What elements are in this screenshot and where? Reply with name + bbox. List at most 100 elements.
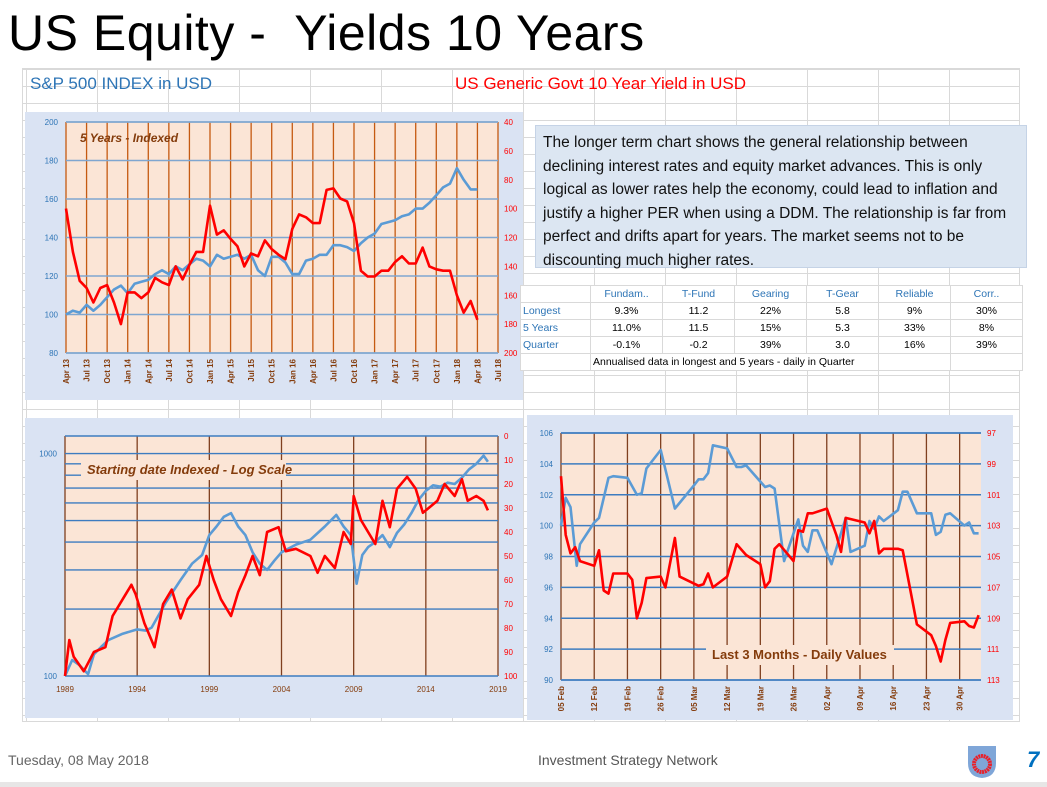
table-cell: 15% [734,319,807,337]
y-right-tick-label: 30 [504,504,513,513]
x-tick-label: 05 Mar [690,686,699,711]
equity-series-line [65,166,478,316]
x-tick-label: 16 Apr [889,686,898,711]
table-cell: -0.2 [662,336,735,354]
row-label: Quarter [520,336,591,354]
y-right-tick-label: 101 [987,491,1001,500]
x-tick-label: Apr 14 [144,358,153,383]
footer-organization: Investment Strategy Network [538,752,718,768]
table-corner [520,285,591,303]
table-cell: 16% [878,336,951,354]
x-tick-label: 26 Feb [657,686,666,711]
y-right-tick-label: 120 [504,234,518,243]
x-tick-label: 1999 [200,685,218,694]
table-cell: -0.1% [590,336,663,354]
x-tick-label: 05 Feb [557,686,566,711]
x-tick-label: 09 Apr [856,686,865,711]
slide-title: US Equity - Yields 10 Years [8,5,645,61]
page-number: 7 [1027,747,1040,772]
x-tick-label: 26 Mar [790,686,799,711]
x-tick-label: Jul 13 [83,358,92,381]
y-right-tick-label: 0 [504,432,509,441]
x-tick-label: Oct 16 [350,358,359,383]
table-cell: 8% [950,319,1023,337]
table-cell [950,353,1023,371]
table-cell: 5.8 [806,302,879,320]
column-header: T-Gear [806,285,879,303]
x-tick-label: 19 Feb [623,686,632,711]
y-right-tick-label: 10 [504,456,513,465]
y-left-tick-label: 106 [540,429,554,438]
y-right-tick-label: 160 [504,291,518,300]
table-cell: 3.0 [806,336,879,354]
footer-date: Tuesday, 08 May 2018 [8,752,149,768]
x-tick-label: Oct 15 [268,358,277,383]
y-left-tick-label: 90 [544,676,553,685]
table-row: Quarter -0.1% -0.2 39% 3.0 16% 39% [520,336,1023,354]
x-tick-label: Apr 18 [473,358,482,383]
x-tick-label: Apr 16 [309,358,318,383]
x-tick-label: 30 Apr [956,686,965,711]
x-tick-label: 12 Mar [723,686,732,711]
table-note-row: Annualised data in longest and 5 years -… [520,353,1023,371]
x-tick-label: Apr 17 [391,358,400,383]
equity-header: S&P 500 INDEX in USD [30,74,213,93]
table-cell: 39% [950,336,1023,354]
row-label: 5 Years [520,319,591,337]
y-left-tick-label: 200 [45,118,59,127]
x-tick-label: Jul 18 [494,358,503,381]
chart-log-scale[interactable]: 1989 1994 1999 2004 2009 2014 2019 100 1000 0 10 20… [25,418,523,718]
table-row: 5 Years 11.0% 11.5 15% 5.3 33% 8% [520,319,1023,337]
table-header-row: Fundam.. T-Fund Gearing T-Gear Reliable … [520,285,1023,303]
y-right-tick-label: 109 [987,614,1001,623]
shield-target-icon [968,746,996,778]
y-right-tick-label: 113 [987,676,1000,685]
y-right-tick-label: 80 [504,624,513,633]
y-left-tick-label: 94 [544,614,553,623]
chart-title: Last 3 Months - Daily Values [712,647,887,662]
y-left-tick-label: 96 [544,583,553,592]
chart-last-3-months[interactable]: 05 Feb 12 Feb 19 Feb 26 Feb 05 Mar 12 Mar 19 M… [527,415,1013,720]
chart-svg: 1989 1994 1999 2004 2009 2014 2019 100 1000 0 10 20… [39,432,518,694]
x-tick-label: Jan 16 [288,358,297,383]
y-left-tick-label: 102 [540,491,554,500]
y-right-tick-label: 180 [504,320,518,329]
y-left-tick-label: 120 [45,272,59,281]
x-tick-label: 23 Apr [922,686,931,711]
table-note: Annualised data in longest and 5 years -… [590,353,879,371]
table-cell: 22% [734,302,807,320]
equity-series-line [559,443,979,568]
y-left-tick-label: 160 [45,195,59,204]
table-cell [878,353,951,371]
y-right-tick-label: 40 [504,528,513,537]
x-tick-label: Jan 17 [371,358,380,383]
column-header: Reliable [878,285,951,303]
yield-series-line [559,476,980,663]
y-left-tick-label: 92 [544,645,553,654]
table-cell: 11.2 [662,302,735,320]
table-cell: 9.3% [590,302,663,320]
x-tick-label: Apr 13 [62,358,71,383]
y-right-tick-label: 99 [987,460,996,469]
x-tick-label: 02 Apr [823,686,832,711]
column-header: T-Fund [662,285,735,303]
x-tick-label: 2019 [489,685,507,694]
y-left-tick-label: 104 [540,460,554,469]
chart-5-years-indexed[interactable]: Apr 13 Jul 13 Oct 13 Jan 14 Apr 14 Jul 14 Oct … [25,112,523,400]
x-tick-label: 2014 [417,685,435,694]
x-tick-label: 2009 [345,685,363,694]
x-tick-label: Apr 15 [227,358,236,383]
y-right-tick-label: 103 [987,522,1001,531]
x-tick-label: Jul 15 [247,358,256,381]
column-header: Fundam.. [590,285,663,303]
commentary-box: The longer term chart shows the general … [535,125,1027,269]
yield-series-line [63,475,490,677]
y-left-tick-label: 100 [540,522,554,531]
x-tick-label: Jul 14 [165,358,174,381]
table-cell: 33% [878,319,951,337]
x-tick-label: Oct 14 [185,358,194,383]
y-right-tick-label: 100 [504,672,518,681]
y-right-tick-label: 20 [504,480,513,489]
x-tick-label: 12 Feb [590,686,599,711]
y-right-tick-label: 100 [504,205,518,214]
